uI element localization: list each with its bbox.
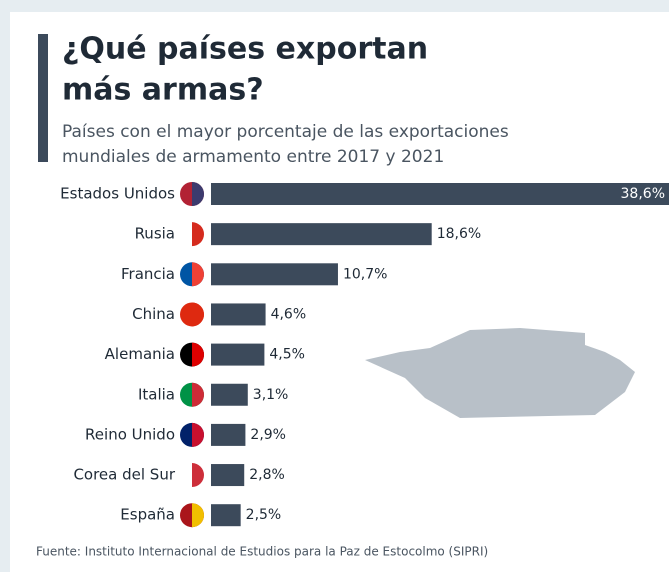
flag-icon [192,342,204,367]
chart-title: ¿Qué países exportan [62,32,428,67]
bar [211,464,245,487]
value-label: 3,1% [253,387,289,403]
category-label: China [132,305,175,323]
tank-illustration [365,328,635,418]
bar [211,504,241,527]
source: Fuente: Instituto Internacional de Estud… [36,545,488,559]
flag-icon [192,302,204,327]
bar [211,263,338,286]
flag-icon [192,463,204,488]
chart-subtitle: mundiales de armamento entre 2017 y 2021 [62,147,444,167]
category-label: Estados Unidos [60,185,175,203]
bar [211,383,248,406]
category-label: España [120,506,175,524]
flag-icon [192,222,204,247]
value-label: 4,5% [269,347,305,363]
value-label: 18,6% [437,226,481,242]
category-label: Reino Unido [85,425,175,443]
flag-icon [192,503,204,528]
flag-icon [192,182,204,206]
bar [211,303,266,326]
category-label: Italia [138,385,175,403]
flag-icon [192,422,204,447]
category-label: Francia [121,265,175,283]
category-label: Corea del Sur [73,466,175,484]
category-label: Rusia [135,225,175,243]
flag-icon [192,382,204,407]
card [10,12,669,572]
value-label: 2,9% [250,427,286,443]
bar [211,183,669,205]
value-label: 4,6% [271,306,307,322]
chart-title: más armas? [62,73,264,108]
value-label: 38,6% [621,186,665,202]
category-label: Alemania [105,345,175,363]
chart-subtitle: Países con el mayor porcentaje de las ex… [62,122,509,142]
flag-icon [192,262,204,287]
bar [211,343,265,366]
value-label: 2,5% [246,507,282,523]
value-label: 2,8% [249,467,285,483]
bar [211,223,432,246]
bar [211,423,246,446]
accent-bar [38,34,48,162]
value-label: 10,7% [343,266,387,282]
